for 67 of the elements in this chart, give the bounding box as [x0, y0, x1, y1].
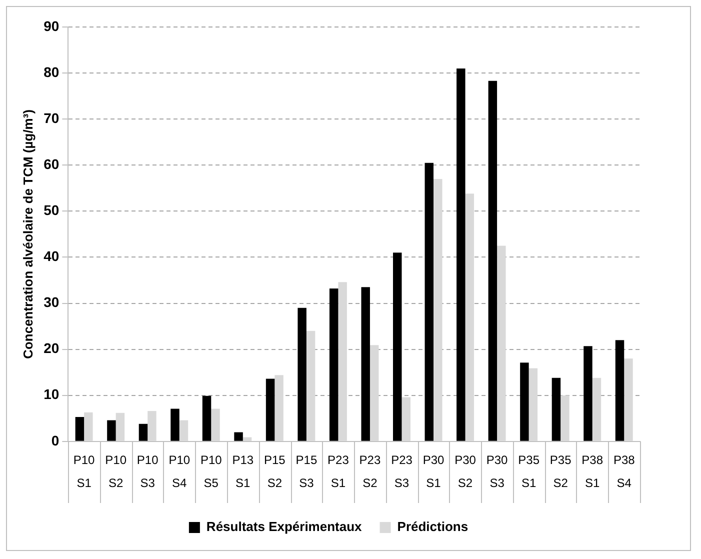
- bar: [116, 412, 125, 441]
- y-tick-label: 30: [44, 294, 60, 310]
- y-tick-label: 40: [44, 248, 60, 264]
- y-tick-label: 20: [44, 340, 60, 356]
- bar: [456, 68, 466, 441]
- bar: [242, 437, 252, 441]
- x-tick-label: P15 S2: [264, 453, 286, 490]
- x-tick-label: P10 S4: [168, 453, 190, 490]
- x-tick-label: P35 S1: [518, 453, 540, 490]
- bar: [434, 178, 442, 441]
- bar: [465, 194, 474, 441]
- bar: [274, 375, 284, 441]
- bar: [84, 412, 93, 441]
- y-tick-label: 70: [44, 110, 60, 126]
- bar: [75, 416, 84, 441]
- bar: [552, 378, 561, 441]
- bar: [179, 420, 188, 441]
- bar: [361, 287, 370, 441]
- bar: [615, 340, 624, 441]
- x-tick-label: P10 S2: [105, 453, 127, 490]
- bar: [497, 246, 506, 441]
- y-tick-label: 80: [44, 64, 60, 80]
- bar: [234, 432, 243, 441]
- bar: [148, 411, 156, 441]
- bar: [338, 282, 347, 441]
- y-axis-title: Concentration alvéolaire de TCM (µg/m³): [20, 109, 36, 359]
- bar: [584, 346, 592, 441]
- y-tick-label: 60: [44, 156, 60, 172]
- x-tick-label: P23 S2: [359, 453, 381, 490]
- y-tick-label: 0: [51, 432, 60, 448]
- bar: [424, 162, 434, 441]
- x-tick-label: P15 S3: [296, 453, 318, 490]
- bar: [138, 424, 148, 441]
- bar: [624, 358, 633, 441]
- bar: [528, 368, 538, 441]
- bar: [211, 408, 220, 441]
- x-tick-label: P10 S1: [73, 453, 96, 490]
- x-tick-label: P30 S1: [422, 453, 445, 490]
- legend-label: Prédictions: [397, 519, 468, 534]
- bar: [170, 408, 180, 441]
- x-tick-label: P38 S4: [613, 453, 636, 490]
- bar: [107, 420, 116, 441]
- x-tick-label: P23 S3: [391, 453, 413, 490]
- bar: [488, 80, 498, 441]
- bar: [202, 396, 212, 441]
- bar: [329, 288, 338, 441]
- x-tick-label: P30 S3: [486, 453, 508, 490]
- y-tick-label: 10: [44, 386, 60, 402]
- bar: [402, 397, 410, 441]
- bar: [393, 252, 402, 441]
- bar: [592, 378, 602, 441]
- bar: [520, 362, 529, 441]
- x-tick-label: P23 S1: [328, 453, 350, 490]
- x-tick-label: P30 S2: [454, 453, 476, 490]
- bar: [370, 345, 379, 441]
- x-tick-label: P10 S3: [136, 453, 159, 490]
- x-tick-label: P13 S1: [232, 453, 254, 490]
- bar: [266, 378, 275, 441]
- x-tick-label: P35 S2: [550, 453, 572, 490]
- y-tick-label: 50: [44, 202, 60, 218]
- bar: [298, 308, 306, 441]
- legend-label: Résultats Expérimentaux: [206, 519, 363, 534]
- bar: [306, 330, 316, 441]
- x-tick-label: P38 S1: [582, 453, 604, 490]
- bar: [560, 395, 570, 441]
- y-tick-label: 90: [44, 18, 60, 34]
- x-tick-label: P10 S5: [200, 453, 222, 490]
